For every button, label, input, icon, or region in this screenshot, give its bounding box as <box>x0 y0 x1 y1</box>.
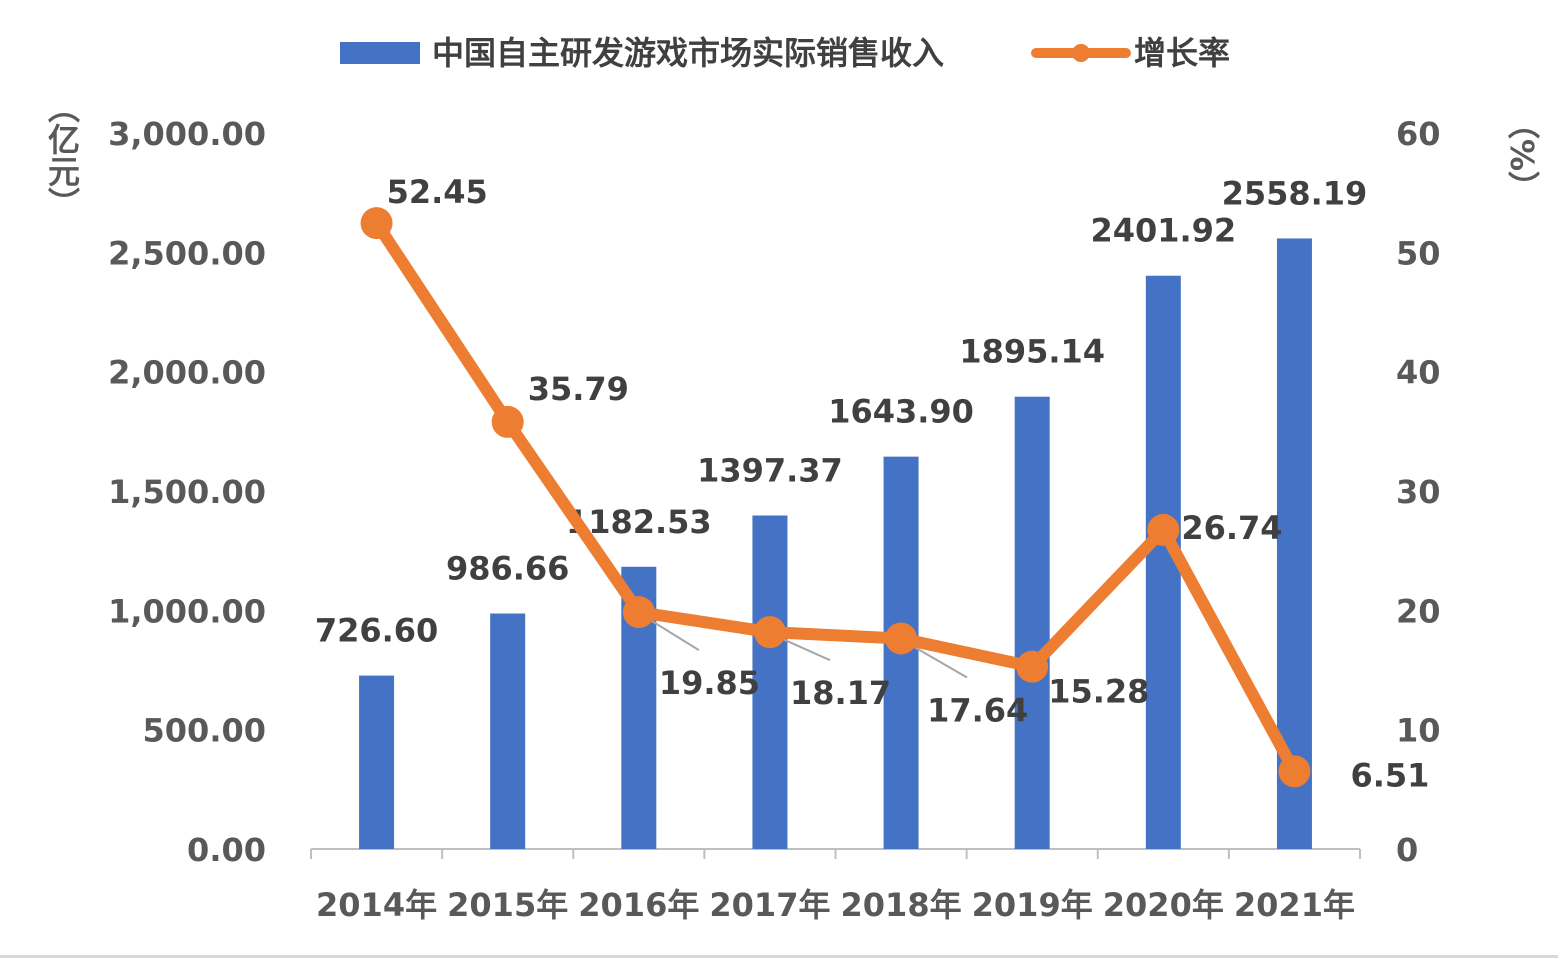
x-tick-label: 2016年 <box>578 886 699 924</box>
line-point <box>622 596 655 629</box>
bar-data-label: 2558.19 <box>1222 174 1368 212</box>
bar <box>490 613 526 849</box>
left-tick-label: 0.00 <box>187 831 266 869</box>
right-tick-label: 0 <box>1396 831 1418 869</box>
bar <box>752 515 788 849</box>
right-tick-label: 40 <box>1396 354 1441 392</box>
x-tick-label: 2017年 <box>709 886 830 924</box>
bar <box>359 675 395 849</box>
right-tick-label: 60 <box>1396 115 1441 153</box>
left-tick-label: 3,000.00 <box>108 115 266 153</box>
x-tick-label: 2021年 <box>1234 886 1355 924</box>
left-axis: 0.00 500.00 1,000.00 1,500.00 2,000.00 2,500.… <box>108 115 266 869</box>
line-data-label: 15.28 <box>1048 673 1149 711</box>
legend-swatch-marker <box>1072 44 1090 62</box>
bar <box>1014 396 1050 849</box>
bar-data-label: 2401.92 <box>1090 212 1236 250</box>
left-tick-label: 500.00 <box>143 712 266 750</box>
left-tick-label: 1,000.00 <box>108 592 266 630</box>
x-axis: 2014年 2015年 2016年 2017年 2018年 2019年 2020年 2021年 <box>310 848 1361 924</box>
bar-data-labels: 726.60986.661182.531397.371643.901895.14… <box>315 174 1367 649</box>
line-point <box>1147 513 1180 546</box>
bottom-divider <box>0 955 1558 958</box>
line-point <box>360 207 393 240</box>
line-data-label: 19.85 <box>659 664 760 702</box>
legend: 中国自主研发游戏市场实际销售收入 增长率 <box>340 34 1230 72</box>
right-tick-label: 50 <box>1396 234 1441 272</box>
line-point <box>491 405 524 438</box>
line-point <box>753 616 786 649</box>
x-tick-label: 2020年 <box>1103 886 1224 924</box>
legend-label-bar: 中国自主研发游戏市场实际销售收入 <box>432 34 944 72</box>
line-data-label: 17.64 <box>927 691 1028 729</box>
line-data-label: 26.74 <box>1181 509 1282 547</box>
legend-label-line: 增长率 <box>1134 34 1230 72</box>
growth-line <box>370 217 1301 778</box>
bar-data-label: 1643.90 <box>828 393 974 431</box>
bar-data-label: 1895.14 <box>959 333 1105 371</box>
right-axis: 0 10 20 30 40 50 60 <box>1396 115 1441 869</box>
line-point <box>1278 755 1311 788</box>
line-data-label: 52.45 <box>387 173 488 211</box>
x-tick-label: 2015年 <box>447 886 568 924</box>
line-data-label: 18.17 <box>790 674 891 712</box>
bar-data-label: 726.60 <box>315 612 438 650</box>
x-tick-label: 2018年 <box>841 886 962 924</box>
bar-data-label: 1397.37 <box>697 451 843 489</box>
line-data-label: 35.79 <box>528 370 629 408</box>
right-tick-label: 20 <box>1396 592 1441 630</box>
line-series <box>360 207 1311 788</box>
left-tick-label: 1,500.00 <box>108 473 266 511</box>
left-tick-label: 2,500.00 <box>108 234 266 272</box>
legend-swatch-bar <box>340 42 420 64</box>
right-axis-unit-label: （%） <box>1503 107 1541 203</box>
right-tick-label: 10 <box>1396 712 1441 750</box>
right-tick-label: 30 <box>1396 473 1441 511</box>
x-tick-label: 2019年 <box>972 886 1093 924</box>
line-point <box>885 622 918 655</box>
line-data-labels: 52.45 35.79 19.85 18.17 17.64 15.28 26.74 6.51 <box>387 173 1430 794</box>
x-tick-label: 2014年 <box>316 886 437 924</box>
line-data-label: 6.51 <box>1350 756 1429 794</box>
left-axis-unit-label: （亿元） <box>43 91 81 219</box>
line-point <box>1016 650 1049 683</box>
left-tick-label: 2,000.00 <box>108 354 266 392</box>
bar-data-label: 986.66 <box>446 550 569 588</box>
